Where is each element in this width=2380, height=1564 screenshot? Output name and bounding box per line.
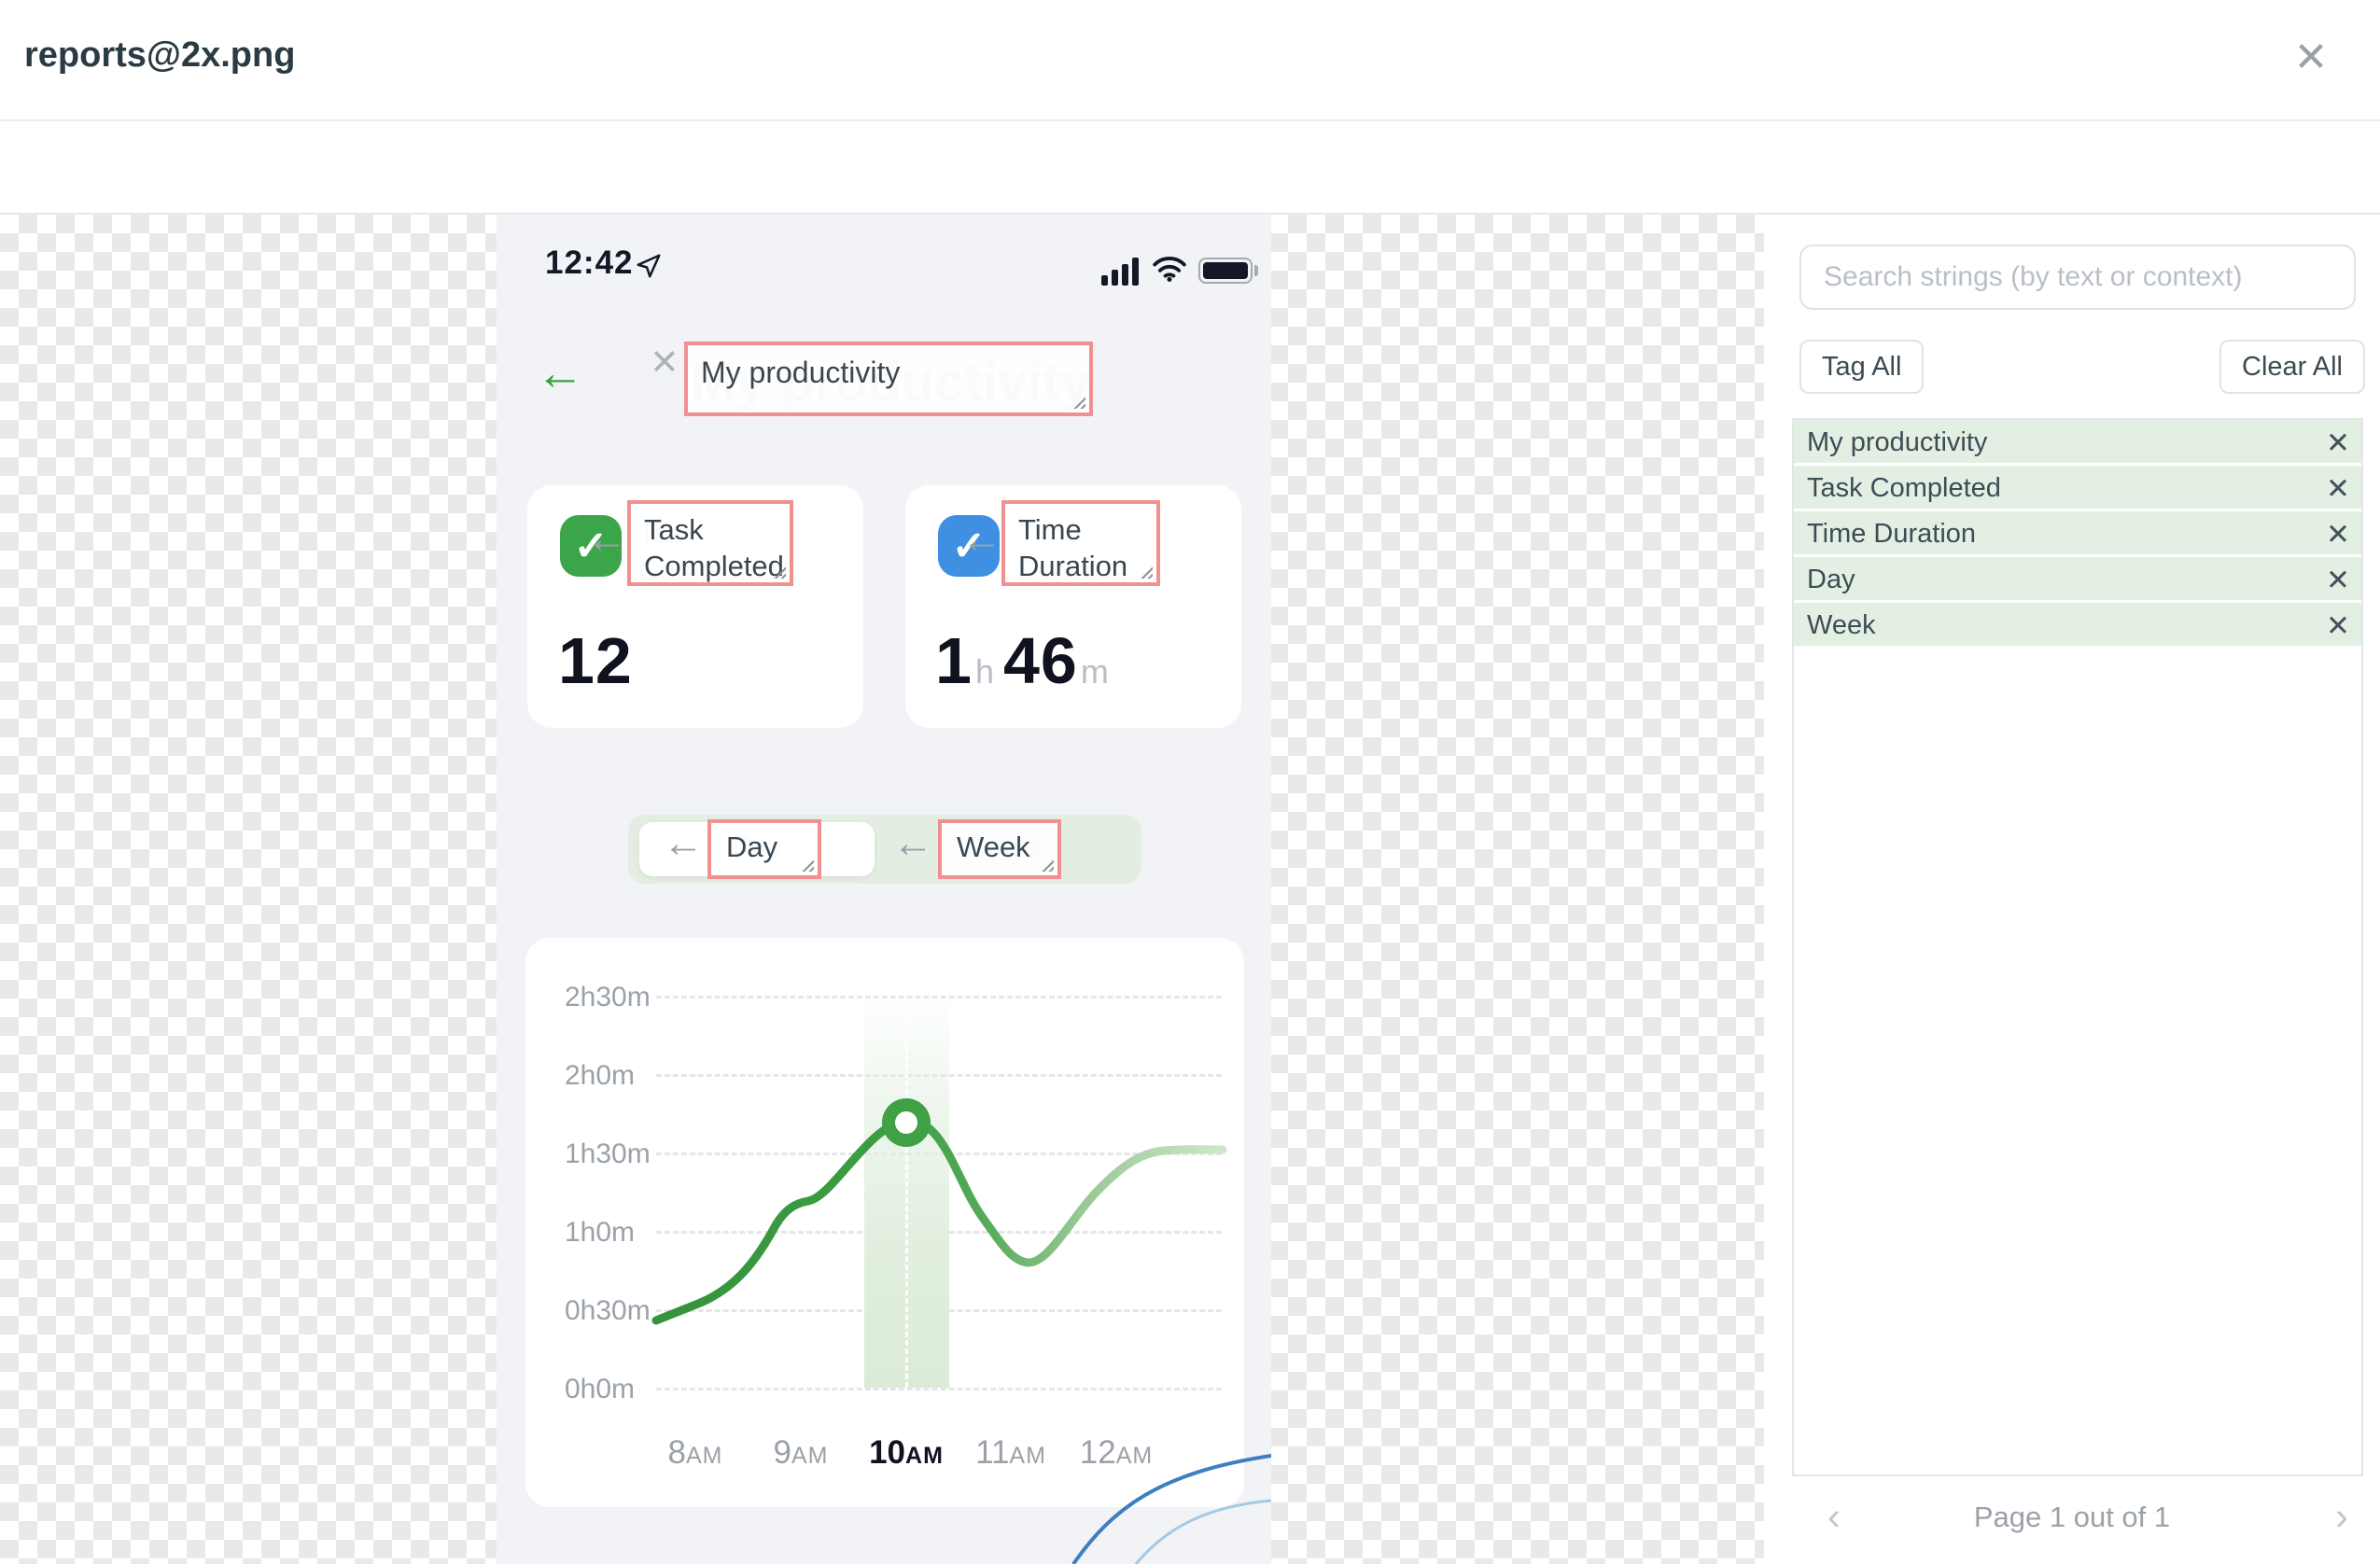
duration-line-series: [651, 1098, 1227, 1325]
string-row-time-duration[interactable]: Time Duration ✕: [1794, 511, 2361, 557]
tag-anchor-arrow-icon: ←: [586, 516, 627, 562]
image-canvas[interactable]: 12:42 ← My productivity ✕ My productivit…: [0, 215, 1764, 1564]
x-tick-11am: 11AM: [975, 1434, 1046, 1471]
decorative-arcs: [1071, 1454, 1271, 1564]
y-tick: 0h30m: [565, 1295, 651, 1326]
signal-icon: [1101, 258, 1142, 286]
location-arrow-icon: [637, 254, 661, 278]
strings-list: My productivity ✕ Task Completed ✕ Time …: [1792, 418, 2363, 1476]
tag-text: Time Duration: [1018, 513, 1128, 582]
status-time: 12:42: [545, 244, 634, 281]
time-duration-value: 1 h 46 m: [935, 624, 1109, 697]
tag-text: Task Completed: [644, 513, 784, 582]
strings-sidebar: Tag All Clear All My productivity ✕ Task…: [1764, 215, 2380, 1564]
time-check-icon: ✓: [938, 515, 1000, 577]
y-tick: 2h0m: [565, 1060, 636, 1091]
y-tick: 1h0m: [565, 1217, 636, 1248]
tag-anchor-arrow-icon: ←: [663, 820, 704, 866]
tag-anchor-arrow-icon: ←: [961, 516, 1002, 562]
modal-header: reports@2x.png ✕: [0, 0, 2380, 121]
highlight-dash-line: [905, 1005, 908, 1388]
file-title: reports@2x.png: [24, 35, 296, 75]
clear-all-button[interactable]: Clear All: [2219, 340, 2365, 394]
string-row-task-completed[interactable]: Task Completed ✕: [1794, 466, 2361, 511]
close-icon: ✕: [2293, 35, 2329, 80]
x-tick-9am: 9AM: [773, 1434, 829, 1471]
tag-anchor-arrow-icon: ←: [892, 820, 933, 866]
remove-string-icon[interactable]: ✕: [2326, 518, 2350, 551]
remove-string-icon[interactable]: ✕: [2326, 564, 2350, 596]
task-check-icon: ✓: [560, 515, 622, 577]
string-row-my-productivity[interactable]: My productivity ✕: [1794, 420, 2361, 466]
tag-box-task-completed[interactable]: Task Completed: [627, 500, 793, 586]
page-prev-icon[interactable]: ‹: [1827, 1494, 1841, 1538]
toolbar: Filter strings: /productivity.csv ▾ Stri…: [0, 121, 2380, 684]
phone-screenshot: 12:42 ← My productivity ✕ My productivit…: [497, 215, 1271, 1564]
tag-box-week[interactable]: Week: [938, 819, 1061, 879]
remove-string-icon[interactable]: ✕: [2326, 609, 2350, 642]
gridline: [656, 1388, 1222, 1390]
tag-text: Week: [957, 831, 1030, 863]
x-tick-8am: 8AM: [667, 1434, 723, 1471]
x-tick-10am: 10AM: [869, 1434, 944, 1471]
y-tick: 1h30m: [565, 1138, 651, 1169]
tag-box-time-duration[interactable]: Time Duration: [1001, 500, 1160, 586]
selected-hour-highlight: [864, 992, 949, 1388]
x-tick-12am: 12AM: [1079, 1434, 1154, 1471]
wifi-icon: [1153, 257, 1186, 282]
battery-icon: [1198, 258, 1253, 284]
tag-all-button[interactable]: Tag All: [1799, 340, 1925, 394]
tag-box-my-productivity[interactable]: My productivity: [684, 342, 1093, 416]
y-tick: 0h0m: [565, 1374, 636, 1404]
remove-string-icon[interactable]: ✕: [2326, 472, 2350, 505]
tag-text: My productivity: [701, 356, 901, 389]
y-tick: 2h30m: [565, 982, 651, 1012]
string-row-week[interactable]: Week ✕: [1794, 603, 2361, 649]
page-next-icon[interactable]: ›: [2335, 1494, 2348, 1538]
productivity-chart: 2h30m 2h0m 1h30m 1h0m 0h30m 0h0m: [525, 938, 1244, 1507]
close-modal-button[interactable]: ✕: [2285, 32, 2337, 84]
battery-nub: [1254, 265, 1258, 276]
pagination-text: Page 1 out of 1: [1973, 1501, 2171, 1533]
back-arrow-icon: ←: [536, 346, 584, 400]
search-strings-input[interactable]: [1799, 244, 2356, 310]
tag-box-day[interactable]: Day: [707, 819, 821, 879]
string-row-day[interactable]: Day ✕: [1794, 557, 2361, 603]
remove-string-icon[interactable]: ✕: [2326, 426, 2350, 459]
task-completed-value: 12: [558, 624, 633, 697]
remove-title-tag-icon[interactable]: ✕: [650, 343, 679, 383]
tag-text: Day: [726, 831, 778, 863]
